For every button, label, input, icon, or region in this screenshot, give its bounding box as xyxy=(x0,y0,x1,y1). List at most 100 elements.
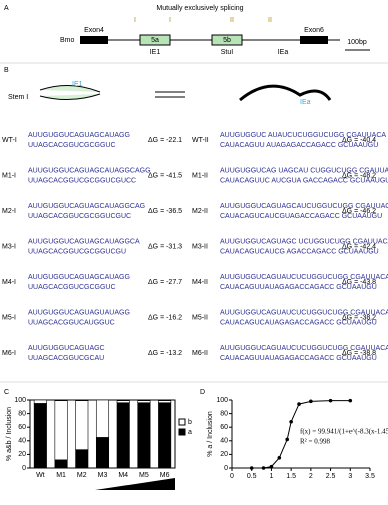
delta-g: ΔG = -40.4 xyxy=(342,137,376,144)
bar xyxy=(95,437,110,469)
structure-name: M1-II xyxy=(192,172,208,179)
y-tick-label: 100 xyxy=(216,397,228,404)
exon-label: 5a xyxy=(151,37,159,44)
element-label: IEa xyxy=(278,49,289,56)
sequence: CAUACAGUUAUAGAGACCAGACC GCUAAUGU xyxy=(220,355,377,362)
stem-diagram xyxy=(39,85,101,100)
y-tick-label: 40 xyxy=(220,438,228,445)
structure-name: M5-II xyxy=(192,314,208,321)
sequence: AUUGUGGUCAGUAUCUCUGGUCUGG CGAUUACA xyxy=(220,309,388,316)
bar xyxy=(33,403,47,469)
structure-name: M2-I xyxy=(2,208,16,215)
point xyxy=(348,398,353,403)
structure-name: M4-II xyxy=(192,279,208,286)
sequence: AUUGUGGUCAGUAGUAUAGG xyxy=(28,309,130,316)
x-tick-label: M6 xyxy=(160,472,170,479)
point xyxy=(261,466,266,470)
bar xyxy=(54,400,68,461)
x-tick-label: M3 xyxy=(98,472,108,479)
bar xyxy=(116,400,130,404)
sequence: UUAGCACGGUCGCGGUC xyxy=(28,142,116,149)
sequence: AUUGUGGUCAG UAGCAU CUGGUCUGG CGAUUACA xyxy=(220,167,388,174)
structure-name: M6-I xyxy=(2,350,16,357)
exon5a xyxy=(139,34,171,46)
stem-label: II xyxy=(230,17,234,24)
x-tick-label: M2 xyxy=(77,472,87,479)
delta-g: ΔG = -13.2 xyxy=(148,350,182,357)
sequence: UUAGCACGGUCGCGGUC xyxy=(28,284,116,291)
stem-label: I xyxy=(169,17,171,24)
bar xyxy=(116,402,130,469)
sequence: AUUGUGGUC AUAUCUCUGGUCUGG CGAUUACA xyxy=(220,132,386,139)
sequence: CAUACAGUUC AUCGUA GACCAGACC GCUAAUGU xyxy=(220,177,388,184)
sequence: CAUACAGUCAUAGAGACCAGACC GCUAAUGU xyxy=(220,319,377,326)
structure-name: M4-I xyxy=(2,279,16,286)
sequence: CAUACAGUUAUAGAGACCAGACC GCUAAUGU xyxy=(220,284,377,291)
sequence: AUUGUGGUCAGUAGC xyxy=(28,345,105,352)
sequence: AUUGUGGUCAGUAGCAUCUGGUCUGG CGAUUACA xyxy=(220,203,388,210)
gene: Bmo xyxy=(60,37,75,44)
legend-swatch xyxy=(178,418,186,426)
exon4 xyxy=(80,36,108,44)
sequence: AUUGUGGUCAGUAGC UCUGGUCUGG CGAUUACA xyxy=(220,238,388,245)
scale: 100bp xyxy=(347,39,367,46)
r-squared: R² = 0.998 xyxy=(300,438,330,446)
delta-g: ΔG = -16.2 xyxy=(148,314,182,321)
bar xyxy=(137,400,151,404)
x-tick-label: 1.5 xyxy=(286,473,296,480)
sequence: UUAGCACGGUCGCGGUCGUC xyxy=(28,213,131,220)
bar xyxy=(75,400,89,450)
bar xyxy=(158,400,172,404)
delta-g: ΔG = -46.2 xyxy=(342,208,376,215)
exon-label: 5b xyxy=(223,37,231,44)
structure-name: M1-I xyxy=(2,172,16,179)
legend-label: b xyxy=(188,419,192,426)
delta-g: ΔG = -22.1 xyxy=(148,137,182,144)
bar xyxy=(75,449,89,469)
point xyxy=(269,464,274,469)
exon5b xyxy=(211,34,243,46)
diagram-label: IE1 xyxy=(72,81,83,88)
sequence: AUUGUGGUCAGUAGCAUAGG xyxy=(28,274,130,281)
stem: Stem I xyxy=(8,94,28,101)
bar xyxy=(158,402,172,469)
exon-label: Exon4 xyxy=(84,27,104,34)
y-tick-label: 40 xyxy=(18,438,26,445)
wedge xyxy=(95,478,175,490)
structure-name: M6-II xyxy=(192,350,208,357)
structure-name: M2-II xyxy=(192,208,208,215)
y-axis-label: % a / Inclusion xyxy=(207,411,214,457)
delta-g: ΔG = -38.8 xyxy=(342,350,376,357)
sequence: UUAGCACGGUCGCGGUCGU xyxy=(28,248,126,255)
diagram-label: IEa xyxy=(300,99,311,106)
delta-g: ΔG = -43.8 xyxy=(342,279,376,286)
structure-name: WT-I xyxy=(2,137,17,144)
stem-label: II xyxy=(268,17,272,24)
y-tick-label: 80 xyxy=(220,410,228,417)
x-tick-label: 2 xyxy=(309,473,313,480)
x-tick-label: 0.5 xyxy=(247,473,257,480)
y-tick-label: 20 xyxy=(220,451,228,458)
title: Mutually exclusively splicing xyxy=(156,5,243,12)
sequence: AUUGUGGUCAGUAGCAUAGGCAG xyxy=(28,203,145,210)
x-tick-label: 1 xyxy=(269,473,273,480)
bar xyxy=(137,402,151,469)
panel-label: A xyxy=(4,5,9,12)
sequence: AUUGUGGUCAGUAUCUCUGGUCUGG CGAUUACA xyxy=(220,345,388,352)
y-tick-label: 80 xyxy=(18,410,26,417)
y-tick-label: 100 xyxy=(14,397,26,404)
x-tick-label: 0 xyxy=(230,473,234,480)
stem-diagram xyxy=(239,84,332,102)
y-tick-label: 20 xyxy=(18,451,26,458)
sequence: UUAGCACGGUCGCGGUCGUCC xyxy=(28,177,136,184)
legend-swatch xyxy=(178,428,186,436)
fit-line xyxy=(251,400,351,469)
y-tick-label: 60 xyxy=(220,424,228,431)
sequence: AUUGUGGUCAGUAGCAUAGGCA xyxy=(28,238,140,245)
point xyxy=(297,402,301,406)
point xyxy=(309,399,313,404)
delta-g: ΔG = -41.5 xyxy=(148,172,182,179)
bar xyxy=(54,459,68,469)
panel-label: D xyxy=(200,389,205,396)
